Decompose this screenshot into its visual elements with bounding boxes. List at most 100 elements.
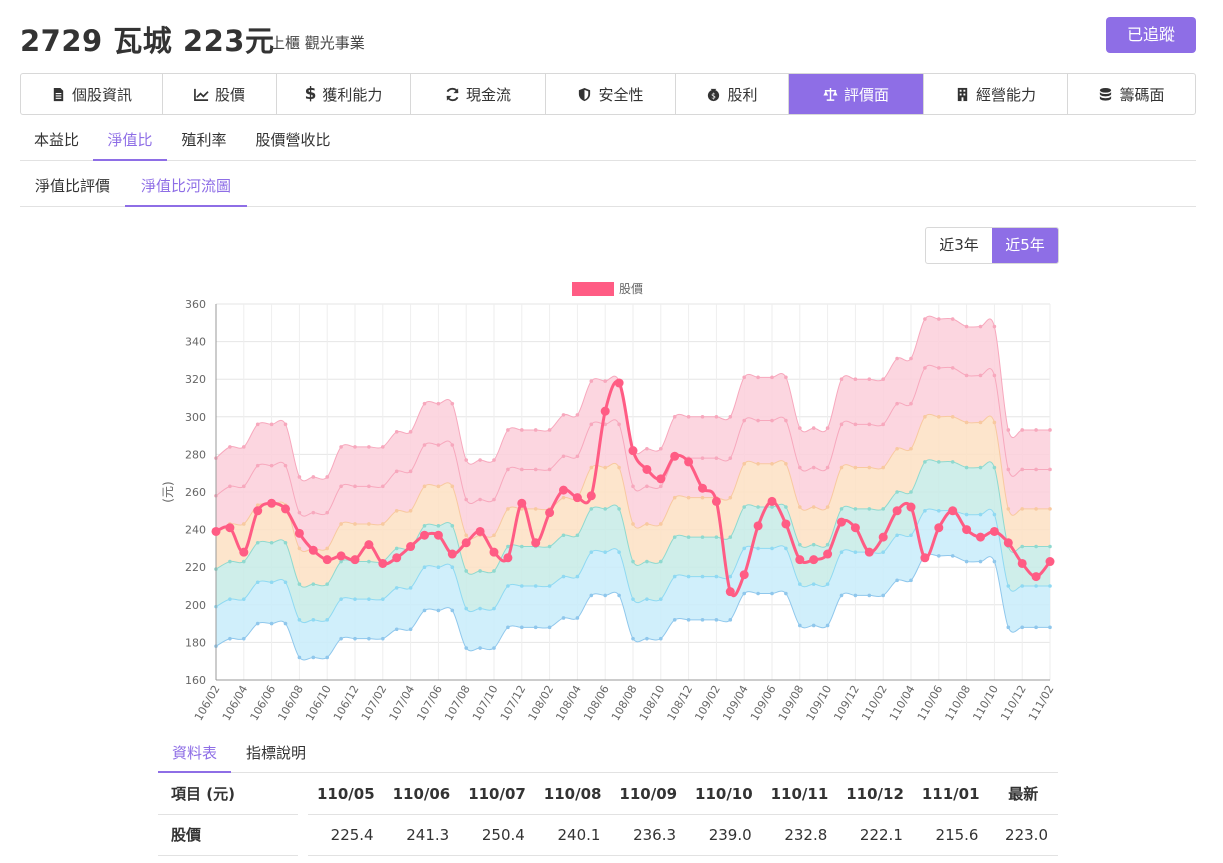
legend-label: 股價 (619, 282, 643, 296)
tab-chips[interactable]: 籌碼面 (1068, 74, 1195, 114)
band-point (853, 593, 858, 598)
band-point (408, 586, 413, 590)
tab-indicator-notes[interactable]: 指標說明 (245, 744, 306, 762)
x-tick-label: 109/06 (748, 683, 779, 723)
x-tick-label: 108/08 (609, 683, 640, 723)
band-point (770, 505, 774, 509)
table-cell: 225.4 (308, 814, 384, 856)
band-point (992, 465, 997, 470)
tab-label: 個股資訊 (71, 85, 132, 104)
band-point (978, 373, 983, 378)
price-point (976, 532, 985, 542)
price-point (253, 506, 263, 516)
band-point (881, 593, 885, 598)
table-header-cell: 110/11 (761, 774, 838, 815)
band-point (825, 505, 830, 509)
tab-safety[interactable]: 安全性 (546, 74, 676, 114)
band-point (1006, 625, 1011, 630)
band-point (492, 458, 496, 462)
band-point (561, 413, 566, 417)
table-header-cell: 110/08 (534, 774, 611, 815)
band-point (381, 636, 385, 641)
band-point (937, 554, 941, 558)
tab-price-to-sales[interactable]: 股價營收比 (255, 131, 331, 149)
band-point (228, 559, 232, 564)
range-toggle: 近3年 近5年 (925, 227, 1059, 264)
tab-dividend[interactable]: $ 股利 (676, 74, 789, 114)
price-point (461, 538, 471, 548)
band-point (937, 317, 941, 321)
price-point (281, 504, 290, 514)
band-point (311, 655, 316, 660)
price-point (392, 553, 402, 563)
band-point (339, 597, 343, 601)
band-point (422, 524, 427, 528)
range-5y-button[interactable]: 近5年 (992, 228, 1058, 263)
tab-price[interactable]: 股價 (163, 74, 277, 114)
band-point (283, 422, 288, 427)
band-point (811, 505, 816, 509)
tab-pe-ratio[interactable]: 本益比 (33, 131, 79, 149)
tab-dividend-yield[interactable]: 殖利率 (181, 131, 227, 149)
price-point (656, 474, 666, 484)
tab-operating-ability[interactable]: 經營能力 (924, 74, 1068, 114)
river-band (216, 508, 1050, 660)
band-point (992, 420, 997, 425)
tab-valuation[interactable]: 評價面 (789, 74, 924, 114)
price-point (586, 491, 596, 501)
y-tick-label: 240 (185, 524, 206, 537)
band-point (1048, 428, 1052, 432)
band-point (645, 597, 649, 601)
price-point (698, 483, 707, 493)
band-point (686, 495, 691, 500)
x-tick-label: 106/06 (248, 683, 279, 723)
band-point (937, 366, 941, 370)
price-point (1031, 572, 1041, 582)
band-point (408, 627, 413, 632)
tab-profitability[interactable]: $ 獲利能力 (277, 74, 411, 114)
price-point (850, 523, 860, 533)
tab-pb-valuation[interactable]: 淨值比評價 (34, 177, 110, 195)
range-3y-button[interactable]: 近3年 (939, 236, 979, 254)
tab-pb-river-chart[interactable]: 淨值比河流圖 (125, 167, 247, 207)
band-point (798, 505, 802, 509)
tab-pb-ratio[interactable]: 淨值比 (93, 121, 167, 161)
tab-cash-flow[interactable]: 現金流 (411, 74, 546, 114)
band-point (1020, 584, 1024, 588)
band-point (617, 550, 621, 554)
tab-data-table[interactable]: 資料表 (158, 735, 231, 773)
band-point (964, 324, 969, 329)
band-point (1034, 544, 1038, 549)
band-point (408, 509, 413, 513)
band-point (575, 454, 580, 459)
x-tick-label: 107/06 (414, 683, 445, 723)
band-point (950, 366, 955, 370)
band-point (478, 646, 482, 650)
price-point (475, 526, 485, 536)
y-tick-label: 180 (185, 636, 206, 649)
y-tick-label: 200 (185, 599, 206, 612)
band-point (756, 418, 760, 423)
band-point (881, 377, 885, 381)
band-point (1020, 544, 1024, 549)
follow-button[interactable]: 已追蹤 (1106, 17, 1196, 53)
tab-stock-info[interactable]: 個股資訊 (21, 74, 163, 114)
band-point (825, 426, 830, 430)
band-point (311, 618, 316, 622)
y-tick-label: 220 (185, 561, 206, 574)
band-point (520, 428, 524, 432)
band-point (895, 490, 899, 494)
price-point (906, 502, 916, 512)
band-point (1048, 544, 1052, 549)
x-tick-label: 110/02 (859, 683, 890, 723)
band-point (269, 580, 274, 585)
band-point (464, 646, 469, 650)
price-point (211, 526, 221, 536)
x-tick-label: 109/02 (692, 683, 723, 723)
band-point (353, 484, 357, 489)
band-point (1034, 428, 1038, 432)
band-point (659, 522, 663, 526)
band-point (923, 415, 927, 419)
band-point (784, 418, 788, 423)
tab-label: 籌碼面 (1119, 85, 1165, 104)
